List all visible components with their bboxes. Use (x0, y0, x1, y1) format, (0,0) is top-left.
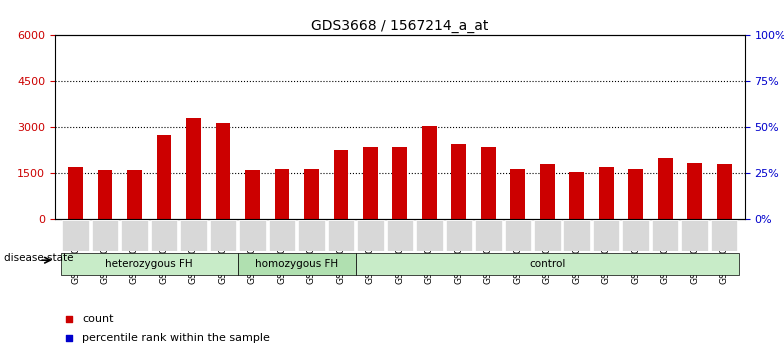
FancyBboxPatch shape (681, 220, 708, 251)
Text: count: count (82, 314, 114, 324)
Text: heterozygous FH: heterozygous FH (105, 259, 193, 269)
FancyBboxPatch shape (269, 220, 295, 251)
Bar (510, 169, 525, 219)
FancyBboxPatch shape (534, 220, 561, 251)
Bar (274, 169, 289, 219)
FancyBboxPatch shape (564, 220, 590, 251)
FancyBboxPatch shape (505, 220, 531, 251)
Bar (628, 169, 643, 219)
FancyBboxPatch shape (445, 220, 472, 251)
FancyBboxPatch shape (356, 253, 739, 275)
Bar (481, 147, 495, 219)
FancyBboxPatch shape (61, 253, 238, 275)
FancyBboxPatch shape (387, 220, 413, 251)
Text: disease state: disease state (4, 253, 74, 263)
FancyBboxPatch shape (62, 220, 89, 251)
Bar (68, 167, 83, 219)
Bar (245, 170, 260, 219)
FancyBboxPatch shape (298, 220, 325, 251)
Text: control: control (529, 259, 565, 269)
FancyBboxPatch shape (239, 220, 266, 251)
Bar (393, 147, 407, 219)
FancyBboxPatch shape (151, 220, 177, 251)
Bar (98, 170, 112, 219)
Bar (186, 118, 201, 219)
Bar (540, 164, 554, 219)
FancyBboxPatch shape (652, 220, 678, 251)
Bar (363, 147, 378, 219)
Bar (717, 164, 731, 219)
FancyBboxPatch shape (357, 220, 383, 251)
FancyBboxPatch shape (122, 220, 147, 251)
FancyBboxPatch shape (209, 220, 236, 251)
FancyBboxPatch shape (622, 220, 649, 251)
Bar (688, 163, 702, 219)
Bar (216, 123, 230, 219)
FancyBboxPatch shape (328, 220, 354, 251)
Bar (304, 169, 319, 219)
Text: percentile rank within the sample: percentile rank within the sample (82, 333, 270, 343)
FancyBboxPatch shape (475, 220, 502, 251)
Bar (157, 135, 172, 219)
Point (519, 72, 532, 78)
Title: GDS3668 / 1567214_a_at: GDS3668 / 1567214_a_at (311, 19, 488, 33)
FancyBboxPatch shape (593, 220, 619, 251)
Bar (569, 172, 584, 219)
FancyBboxPatch shape (416, 220, 443, 251)
Text: homozygous FH: homozygous FH (255, 259, 338, 269)
Bar (599, 167, 614, 219)
Bar (422, 126, 437, 219)
FancyBboxPatch shape (238, 253, 356, 275)
Bar (452, 144, 466, 219)
Bar (658, 158, 673, 219)
FancyBboxPatch shape (711, 220, 738, 251)
Point (519, 246, 532, 251)
FancyBboxPatch shape (92, 220, 118, 251)
FancyBboxPatch shape (180, 220, 207, 251)
Bar (127, 170, 142, 219)
Bar (333, 150, 348, 219)
